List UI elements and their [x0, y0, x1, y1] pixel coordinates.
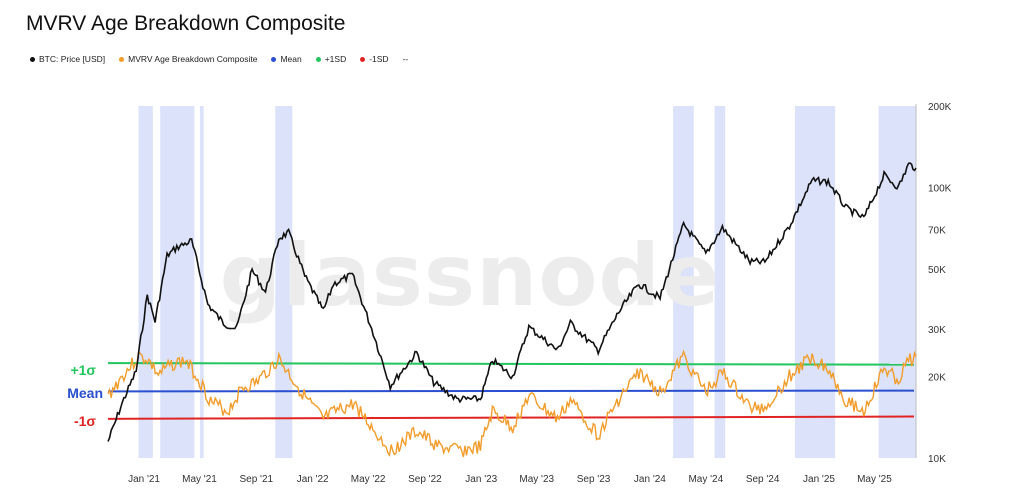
legend-label-plus-1sd: +1SD: [324, 54, 347, 64]
x-tick-label-0: Jan '21: [128, 474, 160, 485]
shaded-period-1: [160, 106, 195, 458]
x-tick-label-10: May '24: [688, 474, 723, 485]
plus-1sd-line: [107, 362, 915, 366]
watermark: glassnode: [220, 226, 721, 326]
legend-item-mvrv[interactable]: MVRV Age Breakdown Composite: [119, 54, 257, 64]
legend-item-more[interactable]: --: [403, 54, 409, 64]
legend-label-more: --: [402, 54, 409, 64]
legend-label-mvrv: MVRV Age Breakdown Composite: [128, 54, 258, 64]
y-tick-label-5: 100K: [928, 183, 952, 194]
x-tick-label-9: Jan '24: [634, 474, 666, 485]
sd-band-lines: [107, 362, 915, 420]
shaded-period-5: [714, 106, 726, 458]
legend-dot-minus-1sd: [360, 56, 366, 62]
y-tick-label-0: 10K: [928, 454, 946, 465]
x-tick-label-1: May '21: [182, 474, 217, 485]
y-tick-label-3: 50K: [928, 265, 946, 276]
x-tick-label-8: Sep '23: [577, 474, 611, 485]
x-tick-label-5: Sep '22: [408, 474, 442, 485]
right-axis-ticks: 10K 20K 30K 50K 70K 100K 200K: [928, 102, 952, 465]
legend-item-btc-price[interactable]: BTC: Price [USD]: [30, 54, 105, 64]
x-tick-label-7: May '23: [519, 474, 554, 485]
x-tick-label-6: Jan '23: [465, 474, 497, 485]
annotation-mean: Mean: [67, 385, 103, 401]
legend-item-mean[interactable]: Mean: [271, 54, 302, 64]
y-tick-label-4: 70K: [928, 225, 946, 236]
shaded-period-7: [878, 106, 916, 458]
annotation-minus-1sigma: -1σ: [74, 413, 96, 429]
legend-dot-plus-1sd: [315, 56, 321, 62]
minus-1sd-line: [107, 415, 915, 420]
legend-item-minus-1sd[interactable]: -1SD: [360, 54, 389, 64]
legend-dot-mean: [271, 56, 277, 62]
x-axis-ticks: Jan '21 May '21 Sep '21 Jan '22 May '22 Sep '…: [128, 474, 892, 485]
legend-label-btc: BTC: Price [USD]: [39, 54, 106, 64]
legend-label-mean: Mean: [280, 54, 302, 64]
x-tick-label-13: May '25: [857, 474, 892, 485]
x-tick-label-4: May '22: [351, 474, 386, 485]
chart-title: MVRV Age Breakdown Composite: [26, 12, 346, 35]
mvrv-composite-line: [107, 349, 917, 458]
mean-line: [107, 389, 915, 393]
y-tick-label-2: 30K: [928, 325, 946, 336]
legend: BTC: Price [USD] MVRV Age Breakdown Comp…: [30, 54, 408, 64]
y-tick-label-6: 200K: [928, 102, 952, 113]
x-tick-label-3: Jan '22: [297, 474, 329, 485]
x-tick-label-12: Jan '25: [803, 474, 835, 485]
legend-dot-mvrv: [119, 56, 125, 62]
legend-dot-btc: [30, 56, 35, 62]
legend-label-minus-1sd: -1SD: [369, 54, 389, 64]
shaded-period-0: [138, 106, 153, 458]
y-tick-label-1: 20K: [928, 373, 946, 384]
shaded-period-6: [794, 106, 836, 458]
annotation-plus-1sigma: +1σ: [70, 362, 96, 378]
x-tick-label-11: Sep '24: [746, 474, 780, 485]
legend-item-plus-1sd[interactable]: +1SD: [315, 54, 347, 64]
x-tick-label-2: Sep '21: [239, 474, 273, 485]
btc-price-line: [107, 162, 917, 442]
